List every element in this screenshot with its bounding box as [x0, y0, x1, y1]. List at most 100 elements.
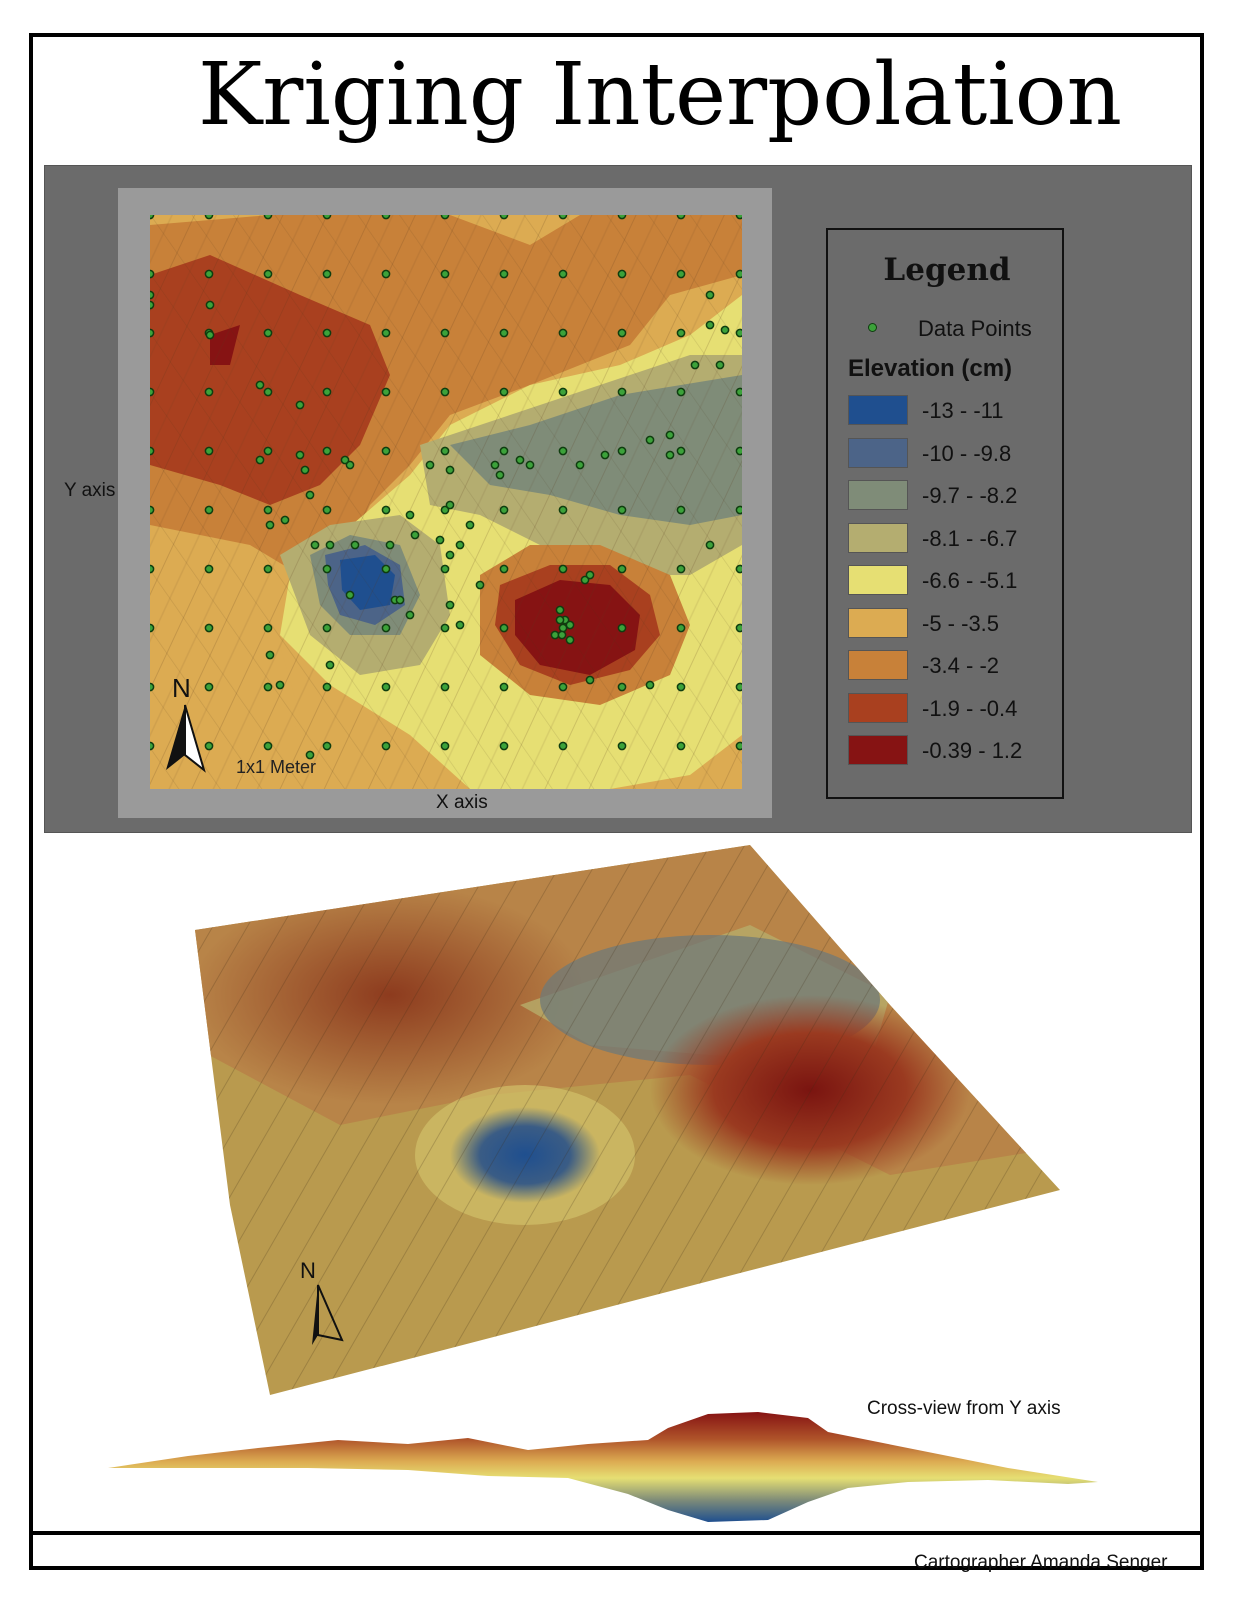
data-point — [558, 269, 568, 279]
data-point — [558, 215, 568, 220]
data-point — [499, 505, 509, 515]
data-point — [263, 387, 273, 397]
data-point — [381, 215, 391, 220]
legend-swatch — [848, 565, 908, 595]
data-point — [735, 564, 742, 574]
data-point — [490, 460, 500, 470]
data-point — [550, 630, 560, 640]
legend-swatch — [848, 650, 908, 680]
data-point — [676, 505, 686, 515]
legend-swatch — [848, 522, 908, 553]
data-point — [617, 623, 627, 633]
data-point — [735, 269, 742, 279]
data-point — [445, 600, 455, 610]
legend-class-label: -3.4 - -2 — [922, 653, 1000, 678]
data-point — [645, 435, 655, 445]
data-point — [499, 682, 509, 692]
data-point — [345, 590, 355, 600]
data-point — [617, 682, 627, 692]
data-point — [440, 446, 450, 456]
data-point — [425, 460, 435, 470]
data-point — [715, 360, 725, 370]
data-point — [440, 741, 450, 751]
legend-swatch — [848, 437, 908, 468]
data-point — [204, 505, 214, 515]
data-point — [720, 325, 730, 335]
data-point — [735, 505, 742, 515]
data-point — [558, 446, 568, 456]
cross-section-profile — [108, 1412, 1098, 1522]
data-point — [350, 540, 360, 550]
data-point — [440, 215, 450, 220]
data-point — [381, 387, 391, 397]
data-point — [558, 564, 568, 574]
data-point — [440, 623, 450, 633]
data-point — [150, 300, 155, 310]
x-axis-label: X axis — [436, 792, 488, 813]
data-point-symbol-icon — [868, 323, 877, 332]
data-point — [295, 450, 305, 460]
data-point — [499, 269, 509, 279]
data-point — [525, 460, 535, 470]
data-point — [263, 682, 273, 692]
data-point — [150, 682, 155, 692]
data-point — [322, 269, 332, 279]
data-point — [676, 269, 686, 279]
data-point — [645, 680, 655, 690]
data-point — [295, 400, 305, 410]
legend-class-label: -1.9 - -0.4 — [922, 695, 1018, 721]
data-point — [515, 455, 525, 465]
data-point — [600, 450, 610, 460]
data-point — [499, 328, 509, 338]
data-point — [405, 610, 415, 620]
data-points-label: Data Points — [918, 316, 1032, 341]
data-point — [440, 564, 450, 574]
cross-section-label: Cross-view from Y axis — [867, 1398, 1061, 1419]
data-point — [558, 623, 568, 633]
data-point — [322, 387, 332, 397]
data-point — [381, 328, 391, 338]
data-point — [455, 540, 465, 550]
data-point — [575, 460, 585, 470]
data-point — [440, 328, 450, 338]
data-point — [322, 682, 332, 692]
data-point — [322, 328, 332, 338]
data-point — [305, 750, 315, 760]
data-point — [676, 446, 686, 456]
data-point — [585, 570, 595, 580]
data-point — [275, 680, 285, 690]
data-point — [263, 328, 273, 338]
data-point — [263, 269, 273, 279]
data-point — [150, 328, 155, 338]
data-point — [676, 215, 686, 220]
data-point — [310, 540, 320, 550]
data-point — [676, 564, 686, 574]
data-point — [205, 330, 215, 340]
3d-north-label: N — [300, 1258, 316, 1283]
data-point — [499, 623, 509, 633]
data-point — [150, 446, 155, 456]
elevation-title: Elevation (cm) — [848, 355, 1013, 382]
data-point — [305, 490, 315, 500]
data-point — [204, 682, 214, 692]
data-point — [735, 623, 742, 633]
data-point — [204, 446, 214, 456]
data-point — [150, 623, 155, 633]
data-point — [204, 269, 214, 279]
data-point — [705, 540, 715, 550]
legend-class-label: -0.39 - 1.2 — [922, 738, 1023, 763]
data-point — [322, 564, 332, 574]
3d-north-arrow-icon: N — [300, 1258, 344, 1345]
data-point — [665, 450, 675, 460]
data-point — [204, 387, 214, 397]
page-frame — [29, 33, 1204, 1570]
legend-class-label: -6.6 - -5.1 — [922, 568, 1018, 593]
data-point — [263, 741, 273, 751]
data-point — [345, 460, 355, 470]
legend-swatch — [848, 607, 908, 638]
legend-swatch — [848, 395, 908, 425]
footer-divider — [33, 1531, 1200, 1535]
data-point — [558, 387, 568, 397]
data-point — [263, 564, 273, 574]
data-point — [676, 741, 686, 751]
